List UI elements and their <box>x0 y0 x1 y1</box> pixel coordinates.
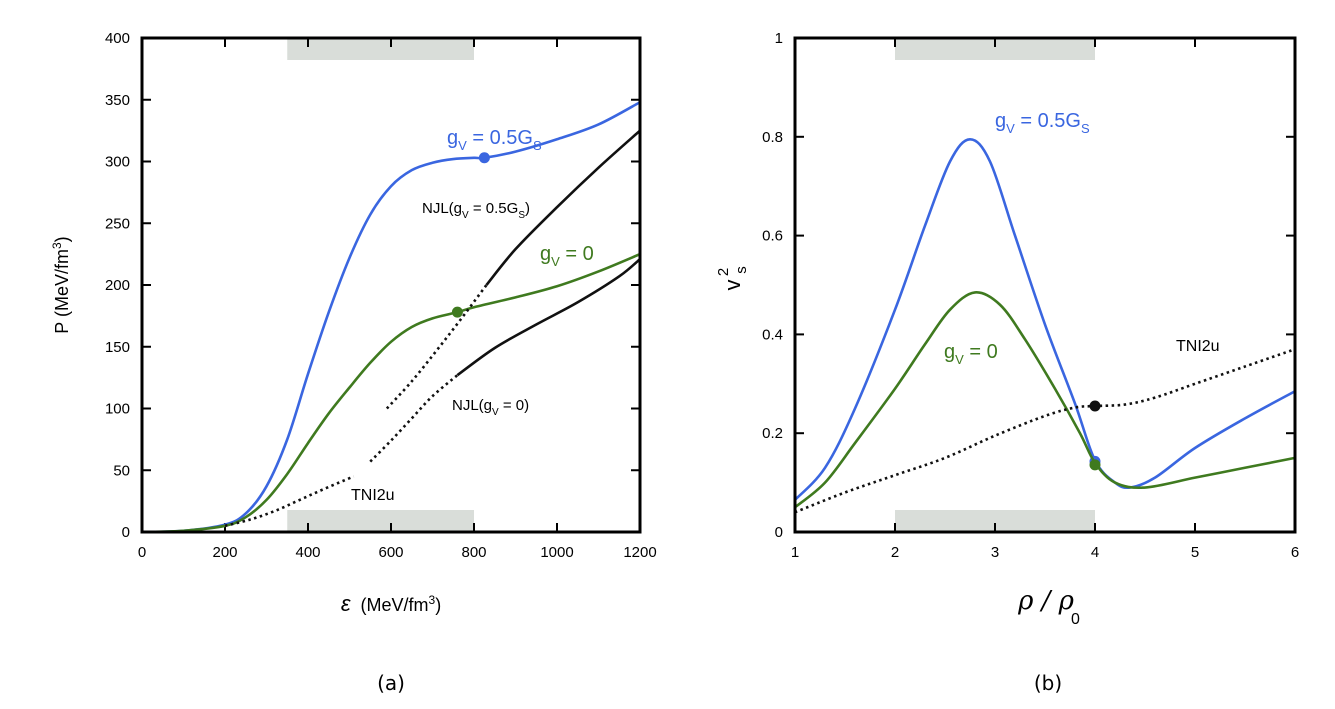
panel-a-marker-green <box>451 306 463 318</box>
panel-a-ylabel: P (MeV/fm3) <box>50 236 72 333</box>
panel-a-series-black-dotted <box>369 374 459 463</box>
panel-b-caption: (b) <box>1034 671 1062 695</box>
panel-a-label-njl-zero: NJL(gV = 0) <box>452 397 529 418</box>
panel-b-xtick-label: 5 <box>1191 544 1199 561</box>
panel-b-ytick-label: 0.6 <box>762 228 783 245</box>
panel-a-ytick-label: 50 <box>113 462 130 479</box>
panel-b-ylabel-sub: s <box>733 266 750 274</box>
panel-a-ytick-label: 0 <box>122 524 130 541</box>
panel-a-band-bottom <box>287 510 474 532</box>
panel-a-series <box>141 101 641 534</box>
panel-a-label-blue: gV = 0.5GS <box>447 127 542 153</box>
panel-a-label-tni: TNI2u <box>351 487 395 504</box>
panel-b-ticks: 1 2 3 4 5 6 0 0.2 0.4 0.6 0.8 1 <box>762 30 1299 561</box>
panel-a-xtick-label: 1200 <box>623 544 656 561</box>
panel-b-xtick-label: 2 <box>891 544 899 561</box>
panel-b-ytick-label: 0.4 <box>762 326 783 343</box>
panel-b-ytick-label: 0 <box>775 524 783 541</box>
panel-a-series-black-solid <box>485 129 641 286</box>
panel-b-marker-green <box>1089 459 1101 471</box>
panel-a-xtick-label: 200 <box>212 544 237 561</box>
panel-a-ytick-label: 150 <box>105 339 130 356</box>
panel-a-ytick-label: 250 <box>105 215 130 232</box>
panel-a: 0 200 400 600 800 1000 1200 0 50 100 150 200 250 300 3… <box>50 30 657 695</box>
panel-b-ylabel: v <box>720 280 745 291</box>
panel-b-ytick-label: 0.2 <box>762 425 783 442</box>
panel-a-xtick-label: 400 <box>295 544 320 561</box>
panel-b-band-bottom <box>895 510 1095 532</box>
panel-a-series-blue-solid <box>141 101 641 534</box>
panel-a-ytick-label: 300 <box>105 154 130 171</box>
panel-b-label-green: gV = 0 <box>944 341 998 367</box>
panel-a-frame <box>140 36 642 534</box>
panel-a-label-green: gV = 0 <box>540 243 594 269</box>
panel-b-frame <box>793 36 1297 534</box>
panel-a-ytick-label: 400 <box>105 30 130 47</box>
panel-b-xtick-label: 6 <box>1291 544 1299 561</box>
panel-a-series-black-dotted <box>385 284 488 410</box>
panel-b-xlabel: ρ / ρ <box>1017 586 1075 616</box>
panel-a-caption: (a) <box>377 671 405 695</box>
panel-a-label-njl-half: NJL(gV = 0.5GS) <box>422 200 530 221</box>
panel-b-xtick-label: 1 <box>791 544 799 561</box>
panel-a-series-black-solid <box>456 258 641 377</box>
panel-a-series-black-dotted <box>224 475 355 528</box>
panel-b: 1 2 3 4 5 6 0 0.2 0.4 0.6 0.8 1 v 2 s ρ / ρ 0 (b) g… <box>715 30 1299 695</box>
panel-b-band-top <box>895 38 1095 60</box>
panel-a-xtick-label: 600 <box>378 544 403 561</box>
panel-a-ticks: 0 200 400 600 800 1000 1200 0 50 100 150 200 250 300 3… <box>105 30 657 561</box>
panel-b-ytick-label: 0.8 <box>762 129 783 146</box>
panel-b-marker-black <box>1089 400 1101 412</box>
panel-b-label-tni: TNI2u <box>1176 338 1220 355</box>
panel-b-label-blue: gV = 0.5GS <box>995 110 1090 136</box>
panel-b-ylabel-sup: 2 <box>715 268 732 276</box>
panel-b-xlabel-sub: 0 <box>1071 611 1080 628</box>
panel-b-series-green-solid <box>794 291 1296 509</box>
panel-b-xtick-label: 3 <box>991 544 999 561</box>
panel-a-marker-blue <box>478 152 490 164</box>
panel-b-series <box>794 137 1296 514</box>
panel-b-series-blue-solid <box>794 137 1296 501</box>
panel-b-xtick-label: 4 <box>1091 544 1099 561</box>
panel-a-ytick-label: 350 <box>105 92 130 109</box>
panel-a-xtick-label: 1000 <box>540 544 573 561</box>
panel-a-xlabel: ε (MeV/fm3) <box>341 591 441 616</box>
panel-b-ytick-label: 1 <box>775 30 783 47</box>
panel-a-xtick-label: 800 <box>461 544 486 561</box>
panel-a-xtick-label: 0 <box>138 544 146 561</box>
panel-a-band-top <box>287 38 474 60</box>
panel-a-ytick-label: 200 <box>105 277 130 294</box>
panel-a-series-green-solid <box>141 252 641 534</box>
panel-a-ytick-label: 100 <box>105 401 130 418</box>
